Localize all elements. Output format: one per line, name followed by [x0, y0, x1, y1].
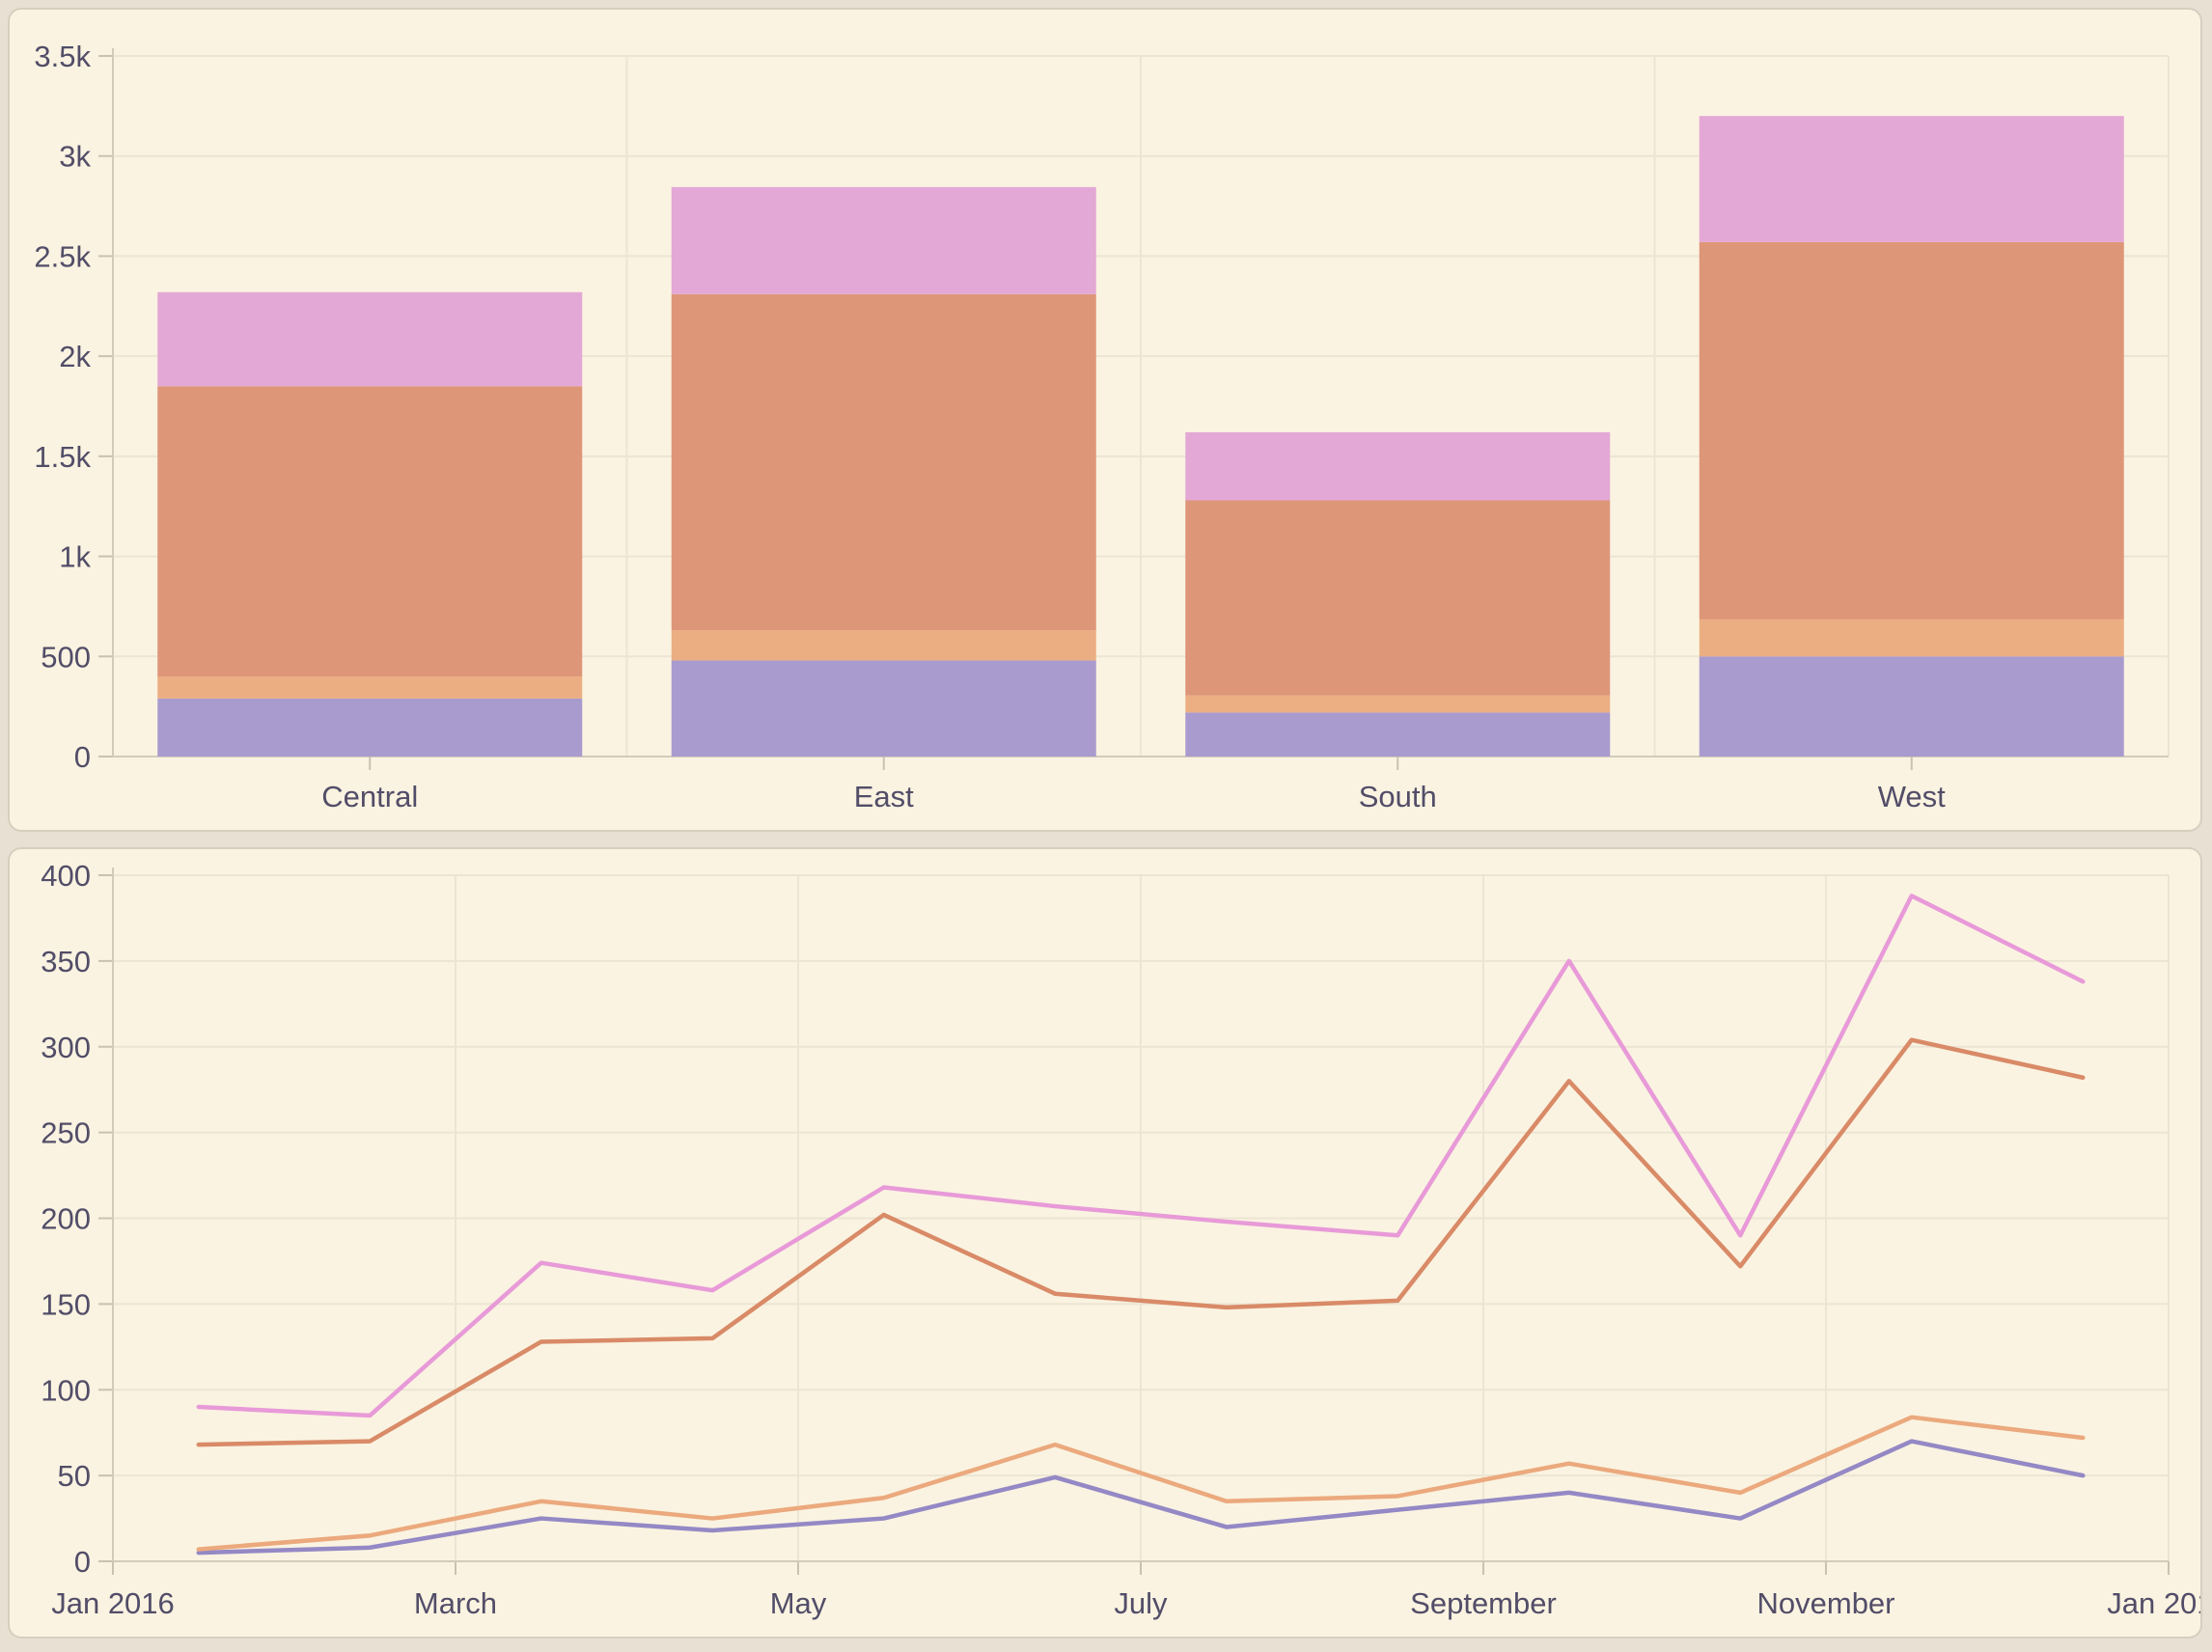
- x-axis-label: November: [1757, 1586, 1895, 1620]
- y-axis-label: 500: [41, 640, 91, 674]
- x-axis-label: March: [414, 1586, 497, 1620]
- line-series-orange[interactable]: [196, 1037, 2086, 1447]
- bar-segment-purple-west[interactable]: [1699, 656, 2124, 757]
- y-axis-label: 350: [41, 945, 91, 978]
- y-axis-label: 3.5k: [34, 40, 91, 73]
- x-axis-label: May: [770, 1586, 827, 1620]
- bar-segment-orange-central[interactable]: [157, 386, 583, 677]
- x-axis-label: Jan 2016: [51, 1586, 175, 1620]
- line-series-violet[interactable]: [196, 894, 2086, 1418]
- y-axis-label: 0: [74, 1545, 91, 1579]
- x-axis-label: July: [1114, 1586, 1168, 1620]
- line-chart[interactable]: 0 50 100 150 200 250 300 350 400 Jan 2016 March May…: [10, 849, 2200, 1637]
- line-series-purple[interactable]: [196, 1439, 2086, 1556]
- bar-segment-light-orange-south[interactable]: [1185, 695, 1611, 713]
- y-axis-label: 1k: [59, 540, 91, 574]
- bar-segment-violet-south[interactable]: [1185, 431, 1611, 501]
- bar-segment-purple-east[interactable]: [671, 660, 1096, 757]
- y-axis-label: 1.5k: [34, 440, 91, 474]
- line-series-light-orange[interactable]: [196, 1415, 2086, 1552]
- bar-segment-violet-west[interactable]: [1699, 116, 2124, 242]
- y-axis-label: 0: [74, 740, 91, 774]
- y-axis-label: 50: [58, 1459, 91, 1493]
- y-axis-label: 100: [41, 1373, 91, 1407]
- category-label: West: [1878, 780, 1946, 813]
- bar-segment-orange-west[interactable]: [1699, 241, 2124, 620]
- bar-segment-light-orange-east[interactable]: [671, 630, 1096, 661]
- category-label: Central: [321, 780, 418, 813]
- bar-segment-light-orange-west[interactable]: [1699, 619, 2124, 657]
- y-axis-label: 250: [41, 1116, 91, 1150]
- category-label: East: [854, 780, 914, 813]
- bar-segment-violet-central[interactable]: [157, 291, 583, 387]
- y-axis-label: 2k: [59, 340, 91, 373]
- bar-segment-orange-east[interactable]: [671, 293, 1096, 631]
- x-axis-label: Jan 2017: [2107, 1586, 2200, 1620]
- y-axis-label: 150: [41, 1287, 91, 1321]
- bar-segment-purple-central[interactable]: [157, 698, 583, 757]
- y-axis-label: 300: [41, 1031, 91, 1064]
- y-axis-label: 2.5k: [34, 239, 91, 273]
- bar-segment-purple-south[interactable]: [1185, 712, 1611, 757]
- bar-segment-violet-east[interactable]: [671, 186, 1096, 294]
- bar-segment-orange-south[interactable]: [1185, 500, 1611, 696]
- y-axis-label: 3k: [59, 140, 91, 174]
- line-chart-panel: 0 50 100 150 200 250 300 350 400 Jan 2016 March May…: [8, 847, 2202, 1638]
- category-label: South: [1359, 780, 1437, 813]
- y-axis-label: 200: [41, 1202, 91, 1236]
- y-axis-label: 400: [41, 859, 91, 893]
- x-axis-label: September: [1410, 1586, 1557, 1620]
- bar-segment-light-orange-central[interactable]: [157, 676, 583, 699]
- stacked-bar-chart-panel: 0 500 1k 1.5k 2k 2.5k 3k 3.5k Central East South We…: [8, 8, 2202, 832]
- stacked-bar-chart[interactable]: 0 500 1k 1.5k 2k 2.5k 3k 3.5k Central East South We…: [10, 10, 2200, 830]
